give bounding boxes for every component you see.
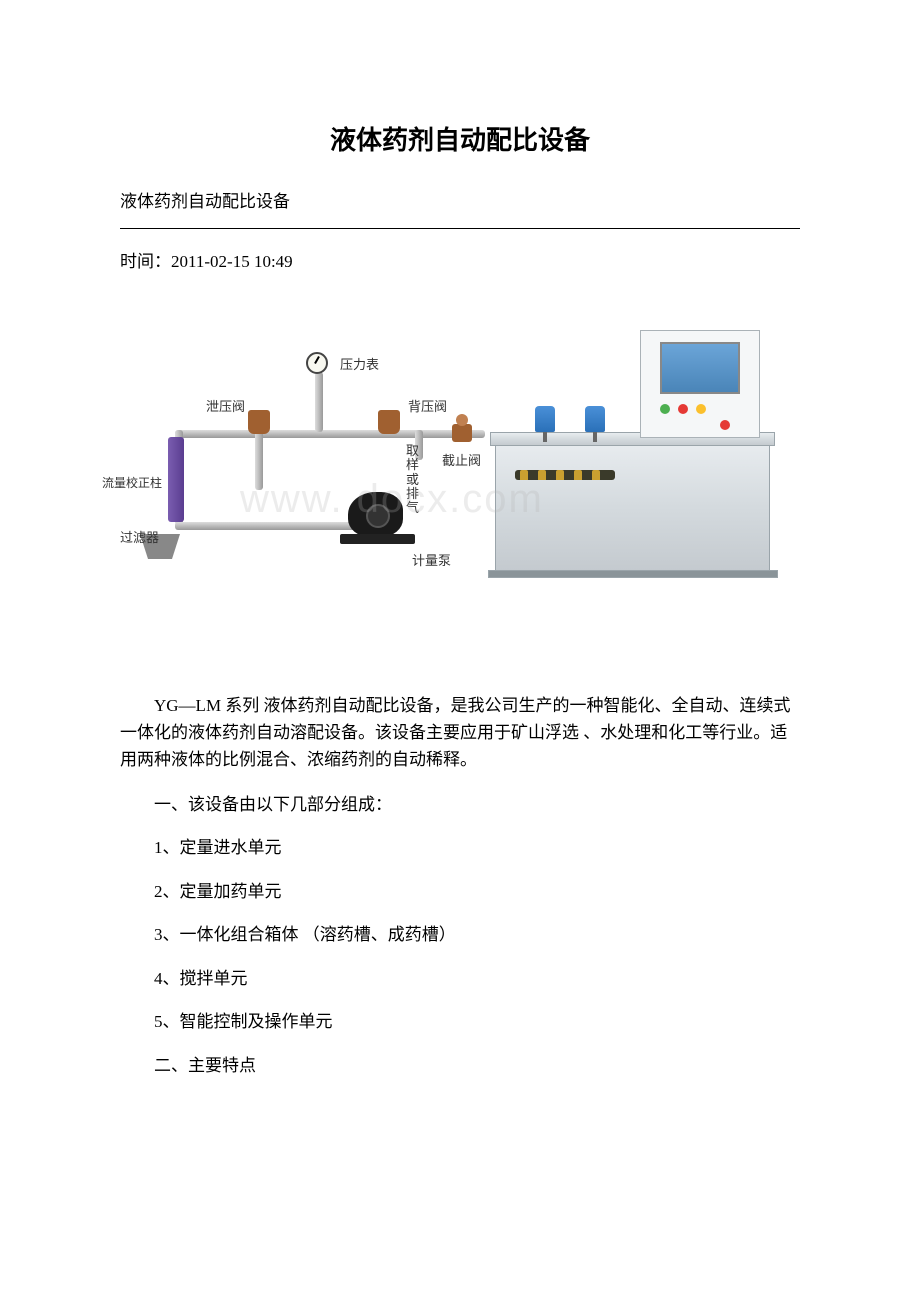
label-flowmeter: 流量校正柱 <box>102 474 162 491</box>
control-panel-screen <box>660 342 740 394</box>
pressure-gauge <box>306 352 328 374</box>
component-item-5: 5、智能控制及操作单元 <box>120 1009 800 1035</box>
label-pressure-gauge: 压力表 <box>340 354 379 373</box>
back-pressure-valve <box>378 410 400 434</box>
label-stop-valve: 截止阀 <box>442 450 481 469</box>
page-title: 液体药剂自动配比设备 <box>120 120 800 157</box>
section-2-title: 二、主要特点 <box>120 1053 800 1079</box>
stop-valve <box>452 424 472 442</box>
label-relief-valve: 泄压阀 <box>206 396 245 415</box>
indicator-red2 <box>720 420 730 430</box>
manifold-fitting-5 <box>592 470 600 480</box>
timestamp: 时间：2011-02-15 10:49 <box>120 247 800 272</box>
indicator-red <box>678 404 688 414</box>
manifold-fitting-4 <box>574 470 582 480</box>
label-back-pressure-valve: 背压阀 <box>408 396 447 415</box>
watermark: www. docx.com <box>240 477 544 522</box>
component-item-2: 2、定量加药单元 <box>120 879 800 905</box>
indicator-green <box>660 404 670 414</box>
pump-base <box>340 534 415 544</box>
component-item-4: 4、搅拌单元 <box>120 966 800 992</box>
divider <box>120 228 800 229</box>
component-item-1: 1、定量进水单元 <box>120 835 800 861</box>
subtitle: 液体药剂自动配比设备 <box>120 187 800 212</box>
mixer-motor-2 <box>585 406 605 432</box>
tank-base <box>488 570 778 578</box>
intro-paragraph: YG—LM 系列 液体药剂自动配比设备，是我公司生产的一种智能化、全自动、连续式… <box>120 692 800 774</box>
label-filter: 过滤器 <box>120 527 159 546</box>
label-metering-pump: 计量泵 <box>412 550 451 569</box>
component-item-3: 3、一体化组合箱体 （溶药槽、成药槽） <box>120 922 800 948</box>
relief-valve <box>248 410 270 434</box>
pipe-main <box>175 430 485 438</box>
flowmeter <box>168 437 184 522</box>
manifold-fitting-3 <box>556 470 564 480</box>
indicator-yellow <box>696 404 706 414</box>
timestamp-label: 时间： <box>120 252 171 271</box>
timestamp-value: 2011-02-15 10:49 <box>171 252 293 271</box>
mixer-motor-1 <box>535 406 555 432</box>
equipment-diagram: 压力表 泄压阀 背压阀 流量校正柱 取样或排气 截止阀 计量泵 过滤器 www.… <box>120 302 780 622</box>
section-1-title: 一、该设备由以下几部分组成： <box>120 792 800 818</box>
pipe-lower <box>175 522 375 530</box>
pipe-gauge-stem <box>315 372 323 432</box>
diagram-wrapper: 压力表 泄压阀 背压阀 流量校正柱 取样或排气 截止阀 计量泵 过滤器 www.… <box>120 302 800 622</box>
